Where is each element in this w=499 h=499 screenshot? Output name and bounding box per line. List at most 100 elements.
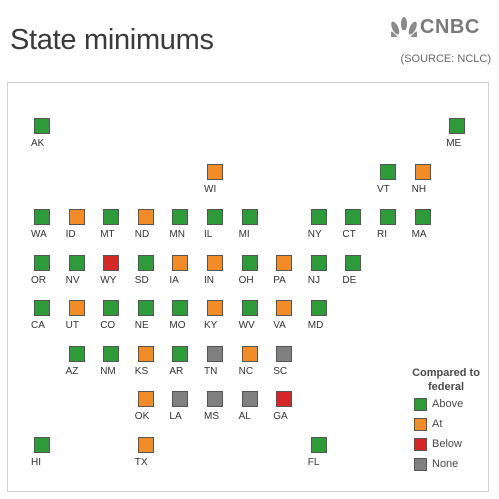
state-tile-wi: WI bbox=[204, 163, 240, 204]
state-status-swatch bbox=[380, 163, 396, 180]
state-tile-ut: UT bbox=[66, 300, 102, 340]
state-status-swatch bbox=[276, 300, 293, 316]
state-abbr-label: FL bbox=[307, 456, 320, 468]
state-tile-az: AZ bbox=[65, 345, 102, 386]
state-status-swatch bbox=[276, 345, 293, 362]
state-status-swatch bbox=[172, 391, 189, 407]
state-tile-ga: GA bbox=[273, 391, 309, 431]
state-abbr-label: AL bbox=[238, 411, 251, 422]
state-abbr-label: IL bbox=[204, 229, 213, 240]
peacock-icon bbox=[391, 17, 417, 37]
state-status-swatch bbox=[68, 254, 85, 271]
legend-label: Above bbox=[432, 398, 464, 410]
state-status-swatch bbox=[172, 209, 189, 225]
state-status-swatch bbox=[207, 391, 223, 407]
state-tile-id: ID bbox=[66, 209, 102, 249]
state-tile-co: CO bbox=[100, 300, 136, 340]
state-abbr-label: RI bbox=[377, 229, 387, 240]
state-abbr-label: VT bbox=[377, 183, 390, 195]
state-abbr-label: TX bbox=[134, 456, 148, 468]
state-abbr-label: NM bbox=[100, 365, 116, 377]
state-status-swatch bbox=[310, 300, 327, 316]
state-status-swatch bbox=[449, 118, 466, 134]
state-status-swatch bbox=[137, 345, 154, 362]
state-tile-ak: AK bbox=[31, 118, 67, 158]
state-abbr-label: KS bbox=[134, 365, 149, 377]
legend-swatch bbox=[414, 438, 427, 451]
state-abbr-label: AR bbox=[169, 365, 184, 377]
state-tile-hi: HI bbox=[31, 436, 67, 477]
state-abbr-label: TN bbox=[204, 365, 218, 377]
state-status-swatch bbox=[103, 345, 120, 362]
state-status-swatch bbox=[207, 300, 223, 316]
state-status-swatch bbox=[207, 209, 223, 225]
state-tile-fl: FL bbox=[307, 436, 344, 477]
state-tile-ar: AR bbox=[169, 345, 205, 386]
state-tile-wy: WY bbox=[100, 254, 136, 295]
state-abbr-label: IN bbox=[204, 274, 214, 286]
state-status-swatch bbox=[380, 209, 396, 225]
state-status-swatch bbox=[414, 209, 431, 225]
logo-wordmark: CNBC bbox=[420, 15, 480, 38]
state-tile-de: DE bbox=[342, 254, 378, 295]
state-abbr-label: CT bbox=[342, 229, 356, 240]
state-tile-la: LA bbox=[169, 391, 205, 431]
state-abbr-label: ND bbox=[134, 229, 150, 240]
state-tile-or: OR bbox=[31, 254, 67, 295]
map-panel bbox=[7, 82, 489, 492]
state-abbr-label: MT bbox=[100, 229, 115, 240]
state-status-swatch bbox=[172, 300, 189, 316]
state-abbr-label: AZ bbox=[65, 365, 79, 377]
state-abbr-label: ID bbox=[65, 229, 76, 240]
state-tile-pa: PA bbox=[273, 254, 309, 295]
legend-swatch bbox=[414, 418, 427, 431]
state-status-swatch bbox=[34, 436, 50, 453]
state-tile-sd: SD bbox=[134, 254, 171, 295]
state-tile-ne: NE bbox=[135, 300, 171, 340]
state-tile-nc: NC bbox=[238, 345, 275, 386]
state-status-swatch bbox=[207, 254, 223, 271]
state-tile-mi: MI bbox=[239, 209, 275, 249]
state-status-swatch bbox=[310, 436, 327, 453]
legend-swatch bbox=[414, 458, 427, 471]
legend-swatch bbox=[414, 398, 427, 411]
state-abbr-label: MI bbox=[238, 229, 250, 240]
state-tile-ok: OK bbox=[135, 391, 171, 431]
state-tile-al: AL bbox=[239, 391, 275, 431]
state-abbr-label: PA bbox=[273, 274, 286, 286]
state-status-swatch bbox=[276, 391, 293, 407]
state-abbr-label: SD bbox=[134, 274, 149, 286]
state-status-swatch bbox=[137, 391, 154, 407]
state-tile-ks: KS bbox=[134, 345, 171, 386]
state-tile-wa: WA bbox=[31, 209, 67, 249]
state-tile-nj: NJ bbox=[308, 254, 344, 295]
state-abbr-label: LA bbox=[169, 411, 182, 422]
state-abbr-label: IA bbox=[169, 274, 179, 286]
state-tile-nv: NV bbox=[65, 254, 102, 295]
state-status-swatch bbox=[241, 345, 258, 362]
state-status-swatch bbox=[241, 391, 258, 407]
state-status-swatch bbox=[34, 300, 50, 316]
state-status-swatch bbox=[172, 254, 189, 271]
state-status-swatch bbox=[68, 345, 85, 362]
state-status-swatch bbox=[137, 300, 154, 316]
state-abbr-label: NC bbox=[238, 365, 254, 377]
state-status-swatch bbox=[241, 209, 258, 225]
state-status-swatch bbox=[137, 209, 154, 225]
state-abbr-label: GA bbox=[273, 411, 288, 422]
state-abbr-label: SC bbox=[273, 365, 288, 377]
state-abbr-label: NH bbox=[411, 183, 427, 195]
state-tile-mt: MT bbox=[100, 209, 136, 249]
state-tile-ny: NY bbox=[308, 209, 344, 249]
state-status-swatch bbox=[103, 300, 120, 316]
legend-label: At bbox=[432, 418, 443, 430]
state-tile-nd: ND bbox=[135, 209, 171, 249]
state-tile-ia: IA bbox=[169, 254, 205, 295]
state-abbr-label: DE bbox=[342, 274, 357, 286]
state-abbr-label: WY bbox=[100, 274, 117, 286]
state-abbr-label: NV bbox=[65, 274, 80, 286]
state-tile-me: ME bbox=[446, 118, 482, 158]
state-tile-mo: MO bbox=[169, 300, 205, 340]
state-tile-ca: CA bbox=[31, 300, 67, 340]
state-tile-vt: VT bbox=[377, 163, 413, 204]
